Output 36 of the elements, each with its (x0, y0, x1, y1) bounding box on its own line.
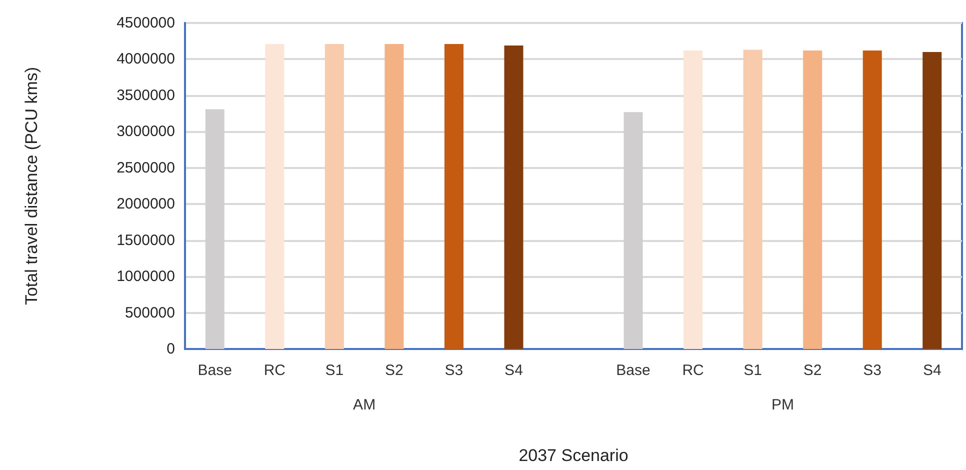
y-axis-title: Total travel distance (PCU kms) (22, 66, 41, 306)
x-tick-label: Base (198, 362, 232, 379)
x-tick-label: S3 (863, 362, 882, 379)
y-tick-label: 3000000 (116, 123, 175, 140)
x-tick-label: RC (264, 362, 286, 379)
x-tick-label: S4 (922, 362, 942, 379)
x-tick-label: Base (616, 362, 650, 379)
y-tick-label: 4000000 (116, 50, 175, 68)
y-tick-label: 0 (166, 340, 175, 358)
x-axis-title: 2037 Scenario (518, 446, 628, 465)
y-tick-label: 500000 (124, 304, 175, 322)
x-tick-label: S3 (444, 362, 464, 379)
y-tick-label: 1500000 (116, 232, 175, 249)
x-tick-label: S4 (504, 362, 523, 379)
bar (265, 44, 284, 349)
bar (444, 44, 464, 349)
y-tick-label: 4500000 (116, 14, 175, 32)
y-tick-label: 1000000 (116, 268, 175, 286)
bar (324, 44, 344, 349)
y-tick-label: 2000000 (116, 196, 175, 213)
text: AM (353, 396, 376, 414)
bar (384, 44, 404, 349)
text: PM (771, 396, 794, 414)
x-tick-label: RC (682, 362, 704, 379)
x-tick-label: S1 (744, 362, 762, 379)
bar (862, 50, 882, 349)
bar (743, 50, 762, 349)
y-tick-label: 3500000 (116, 86, 175, 104)
y-tick-label: 2500000 (116, 159, 175, 176)
bar (803, 50, 822, 349)
bar (684, 50, 703, 349)
bar (504, 45, 524, 349)
x-tick-label: S2 (385, 362, 404, 379)
x-tick-label: S2 (803, 362, 822, 379)
bar (922, 52, 942, 349)
x-tick-label: S1 (325, 362, 344, 379)
